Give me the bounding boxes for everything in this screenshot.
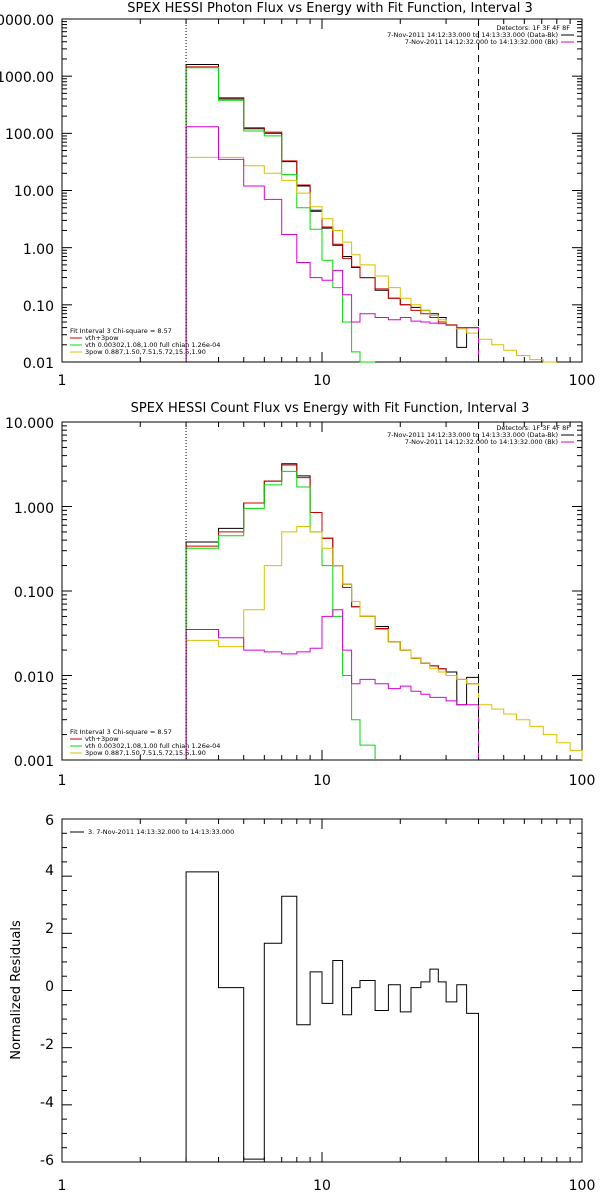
photon-series-magenta-line <box>185 126 479 362</box>
residuals-ytick-label: -2 <box>40 1037 54 1053</box>
count-plot-area <box>61 421 583 761</box>
photon-chart-title: SPEX HESSI Photon Flux vs Energy with Fi… <box>127 1 533 16</box>
photon-ytick-label: 10.00 <box>14 184 54 200</box>
count-x-tick-labels: 1 10 100 <box>58 773 596 789</box>
residuals-ytick-label: 0 <box>45 979 54 995</box>
photon-legend-data-entry: 7-Nov-2011 14:12:33.000 to 14:13:33.000 … <box>387 31 574 39</box>
count-xtick-label: 10 <box>313 773 331 789</box>
residuals-xtick-label: 10 <box>313 1178 331 1194</box>
photon-legend-fit-3pow: 3pow 0.887,1.50,7.51,5.72,15.5,1.90 <box>85 348 206 356</box>
residuals-legend-text: 3. 7-Nov-2011 14:13:32.000 to 14:13:33.0… <box>88 828 234 836</box>
photon-flux-panel: SPEX HESSI Photon Flux vs Energy with Fi… <box>0 1 595 389</box>
count-ytick-label: 0.010 <box>14 670 54 686</box>
count-chart-title: SPEX HESSI Count Flux vs Energy with Fit… <box>131 401 530 416</box>
count-ytick-label: 0.100 <box>14 585 54 601</box>
photon-legend-detectors: Detectors: 1F 3F 4F 8F <box>496 24 570 32</box>
count-series-magenta-line <box>185 609 479 760</box>
photon-legend-fit-vth: vth 0.00302,1.08,1.00 full chian 1.26e-0… <box>85 341 220 349</box>
count-ytick-label: 10.000 <box>5 416 54 432</box>
count-xtick-label: 100 <box>569 773 596 789</box>
photon-y-tick-labels: 0.01 0.10 1.00 10.00 100.00 1000.00 1000… <box>0 13 54 372</box>
residuals-x-tick-labels: 1 10 100 <box>58 1178 596 1194</box>
residuals-xtick-label: 100 <box>569 1178 596 1194</box>
count-ytick-label: 1.000 <box>14 501 54 517</box>
residuals-xtick-label: 1 <box>58 1178 67 1194</box>
photon-axes-frame <box>61 18 583 363</box>
count-legend-detectors: Detectors: 1F 3F 4F 8F <box>496 424 570 432</box>
photon-ytick-label: 0.01 <box>23 356 54 372</box>
residuals-ytick-label: 4 <box>45 863 54 879</box>
count-legend-bk-text: 7-Nov-2011 14:12:32.000 to 14:13:32.000 … <box>405 438 558 446</box>
photon-ytick-label: 1.00 <box>23 242 54 258</box>
residuals-y-axis-label: Normalized Residuals <box>9 920 24 1060</box>
count-flux-panel: SPEX HESSI Count Flux vs Energy with Fit… <box>5 401 595 789</box>
photon-legend-bk-text: 7-Nov-2011 14:12:32.000 to 14:13:32.000 … <box>405 38 558 46</box>
count-legend-data-text: 7-Nov-2011 14:12:33.000 to 14:13:33.000 … <box>387 431 558 439</box>
photon-legend-data-text: 7-Nov-2011 14:12:33.000 to 14:13:33.000 … <box>387 31 558 39</box>
count-legend-data-entry: 7-Nov-2011 14:12:33.000 to 14:13:33.000 … <box>387 431 574 439</box>
count-xtick-label: 1 <box>58 773 67 789</box>
photon-legend-fit-title: Fit Interval 3 Chi-square = 8.57 <box>70 327 172 335</box>
residuals-ytick-label: 2 <box>45 921 54 937</box>
residuals-series-black-line <box>185 871 479 1162</box>
residuals-ytick-label: 6 <box>45 813 54 829</box>
photon-ytick-label: 0.10 <box>23 299 54 315</box>
photon-legend-fit-total: vth+3pow <box>85 334 119 342</box>
count-series-yellow-line <box>185 526 583 760</box>
residuals-ytick-label: -4 <box>40 1095 54 1111</box>
residuals-panel: Normalized Residuals 3. 7-Nov-2011 14:13… <box>9 813 595 1194</box>
count-legend-fit-3pow: 3pow 0.887,1.50,7.51,5.72,15.5,1.90 <box>85 749 206 757</box>
photon-legend-fit: Fit Interval 3 Chi-square = 8.57 vth+3po… <box>70 327 220 356</box>
count-legend-fit-vth: vth 0.00302,1.08,1.00 full chian 1.26e-0… <box>85 742 220 750</box>
photon-legend-bk-entry: 7-Nov-2011 14:12:32.000 to 14:13:32.000 … <box>405 38 574 46</box>
count-ytick-label: 0.001 <box>14 754 54 770</box>
residuals-y-tick-labels: -6 -4 -2 0 2 4 6 <box>40 813 54 1169</box>
photon-series-red-line <box>185 66 479 362</box>
residuals-plot-area <box>61 818 583 1163</box>
photon-ytick-label: 10000.00 <box>0 13 54 29</box>
photon-ytick-label: 100.00 <box>5 127 54 143</box>
photon-xtick-label: 100 <box>569 373 596 389</box>
photon-xtick-label: 1 <box>58 373 67 389</box>
photon-ytick-label: 1000.00 <box>0 70 54 86</box>
residuals-legend-entry: 3. 7-Nov-2011 14:13:32.000 to 14:13:33.0… <box>70 828 234 836</box>
count-legend-fit-total: vth+3pow <box>85 735 119 743</box>
residuals-ytick-label: -6 <box>40 1153 54 1169</box>
photon-series-yellow-line <box>185 156 557 363</box>
count-legend-fit-title: Fit Interval 3 Chi-square = 8.57 <box>70 728 172 736</box>
count-legend-bk-entry: 7-Nov-2011 14:12:32.000 to 14:13:32.000 … <box>405 438 574 446</box>
photon-x-tick-labels: 1 10 100 <box>58 373 596 389</box>
count-series-green-line <box>185 470 376 760</box>
count-legend-fit: Fit Interval 3 Chi-square = 8.57 vth+3po… <box>70 728 220 757</box>
photon-xtick-label: 10 <box>313 373 331 389</box>
photon-series-green-line <box>185 67 376 363</box>
count-y-tick-labels: 0.001 0.010 0.100 1.000 10.000 <box>5 416 54 770</box>
photon-plot-area <box>61 18 583 363</box>
